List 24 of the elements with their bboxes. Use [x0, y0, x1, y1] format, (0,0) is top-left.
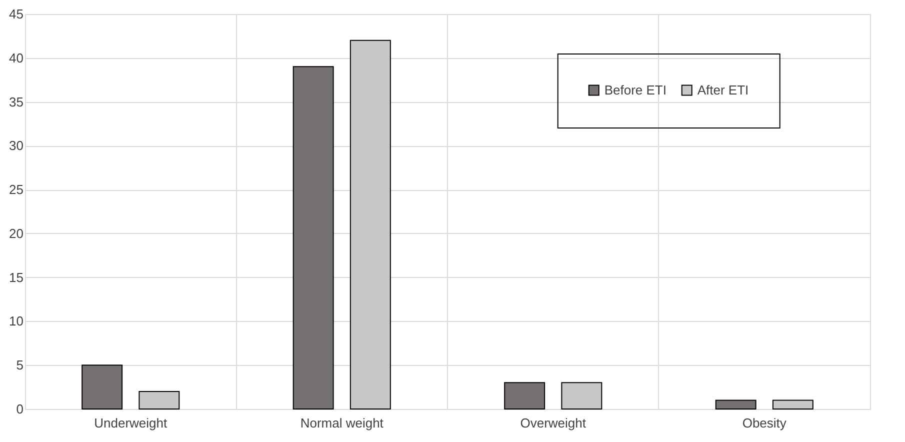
y-tick-label: 0: [16, 402, 24, 416]
bar: [82, 364, 123, 410]
y-tick-label: 5: [16, 358, 24, 373]
x-tick-label: Overweight: [520, 416, 586, 430]
bar: [715, 400, 756, 410]
x-tick-label: Underweight: [94, 416, 168, 430]
y-tick-label: 45: [9, 6, 24, 22]
bar: [292, 66, 334, 410]
legend-label: Before ETI: [604, 82, 666, 98]
y-tick-label: 30: [9, 138, 24, 154]
legend-label: After ETI: [697, 82, 749, 98]
y-tick-label: 15: [9, 270, 24, 285]
bar: [772, 400, 814, 410]
x-tick-label: Obesity: [742, 416, 787, 430]
y-tick-label: 35: [9, 94, 24, 110]
y-tick-label: 40: [9, 50, 24, 66]
y-tick-label: 20: [9, 226, 24, 241]
bar: [138, 390, 180, 410]
y-tick-label: 10: [9, 314, 24, 329]
x-tick-label: Normal weight: [300, 416, 384, 430]
y-tick-label: 25: [9, 182, 24, 198]
bar: [350, 40, 391, 410]
bar: [561, 382, 602, 410]
bar: [504, 382, 546, 410]
